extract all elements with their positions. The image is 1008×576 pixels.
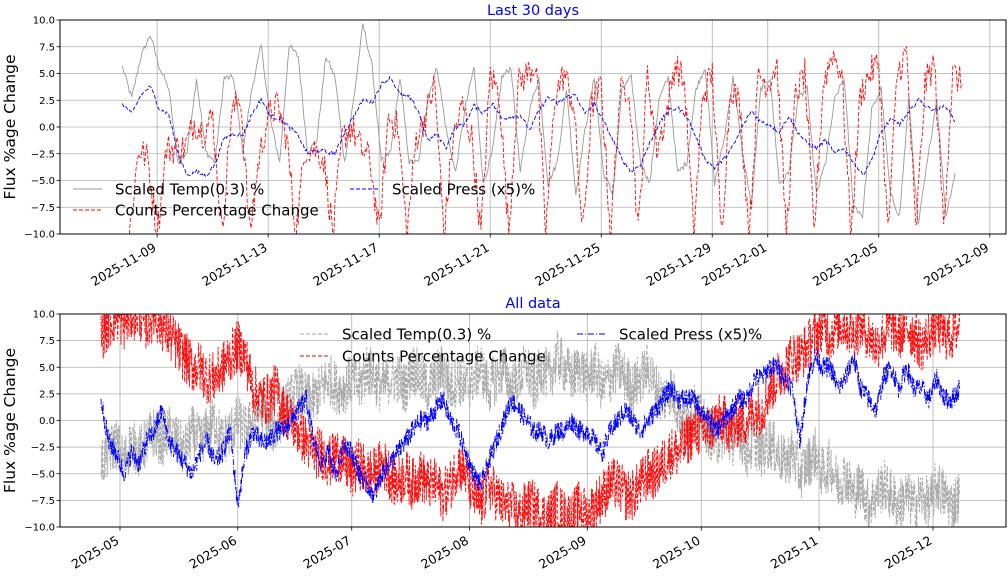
legend-item: Scaled Press (x5)% — [577, 326, 762, 344]
y-tick-label: 10.0 — [33, 310, 55, 321]
series-line-scaled-temp-0-3 — [100, 330, 961, 527]
legend: Scaled Temp(0.3) % Counts Percentage Chan… — [73, 181, 535, 220]
x-tick-label: 2025-10 — [650, 533, 703, 572]
axes-frame — [59, 19, 1007, 235]
series-line-scaled-temp-0-3 — [121, 23, 956, 225]
y-tick-label: −5.0 — [31, 469, 55, 480]
legend-label: Counts Percentage Change — [115, 202, 319, 220]
x-tick-label: 2025-12-05 — [810, 240, 880, 289]
legend-item: Scaled Press (x5)% — [350, 181, 535, 199]
x-tick-label: 2025-05 — [69, 533, 122, 572]
legend-item: Scaled Temp(0.3) % — [73, 181, 264, 199]
x-tick-label: 2025-11-21 — [421, 240, 491, 289]
x-tick-label: 2025-11-25 — [532, 240, 602, 289]
y-tick-label: 5.0 — [39, 363, 55, 374]
legend-label: Scaled Press (x5)% — [392, 181, 535, 199]
series-line-scaled-press-x5 — [121, 75, 956, 178]
x-tick-label: 2025-12 — [882, 533, 935, 572]
x-tick-label: 2025-06 — [187, 533, 240, 572]
y-tick-label: 10.0 — [33, 16, 55, 27]
x-tick-label: 2025-11-13 — [199, 240, 269, 289]
legend: Scaled Temp(0.3) % Counts Percentage Chan… — [300, 326, 762, 366]
y-tick-label: 0.0 — [39, 416, 55, 427]
legend-item: Counts Percentage Change — [73, 202, 319, 220]
x-tick-label: 2025-11-09 — [88, 240, 158, 289]
x-tick-label: 2025-12-09 — [921, 240, 991, 289]
legend-label: Counts Percentage Change — [342, 348, 546, 366]
series-group — [100, 314, 961, 527]
y-tick-label: 5.0 — [39, 69, 55, 80]
series-group — [121, 23, 963, 234]
y-tick-label: −5.0 — [31, 176, 55, 187]
y-tick-label: 0.0 — [39, 123, 55, 134]
legend-item: Counts Percentage Change — [300, 348, 546, 366]
x-tick-label: 2025-11-17 — [310, 240, 380, 289]
axes-frame — [59, 313, 1007, 528]
x-tick-label: 2025-11 — [768, 533, 821, 572]
legend-item: Scaled Temp(0.3) % — [300, 326, 491, 344]
chart-title: All data — [505, 296, 560, 312]
panel-all-data: 10.0 7.5 5.0 2.5 0.0 −2.5 −5.0 −7.5 −10.0 2025-05… — [1, 296, 1007, 572]
y-tick-label: 7.5 — [39, 42, 55, 53]
series-line-scaled-press-x5 — [100, 348, 961, 508]
y-tick-label: −2.5 — [31, 149, 55, 160]
y-tick-label: −2.5 — [31, 443, 55, 454]
x-tick-label: 2025-07 — [301, 533, 354, 572]
y-tick-label: −7.5 — [31, 496, 55, 507]
series-line-counts-percentage-change — [100, 314, 961, 527]
y-tick-label: 2.5 — [39, 389, 55, 400]
y-tick-label: −10.0 — [24, 523, 55, 534]
legend-label: Scaled Temp(0.3) % — [342, 326, 491, 344]
legend-label: Scaled Press (x5)% — [619, 326, 762, 344]
chart-title: Last 30 days — [487, 3, 579, 19]
y-axis-label: Flux %age Change — [1, 54, 19, 199]
legend-label: Scaled Temp(0.3) % — [115, 181, 264, 199]
x-tick-label: 2025-08 — [418, 533, 471, 572]
y-tick-label: −10.0 — [24, 230, 55, 241]
y-tick-label: 7.5 — [39, 336, 55, 347]
y-axis-label: Flux %age Change — [1, 348, 19, 493]
x-tick-label: 2025-09 — [536, 533, 589, 572]
series-line-counts-percentage-change — [128, 46, 963, 234]
y-tick-label: −7.5 — [31, 203, 55, 214]
panel-last-30-days: 10.0 7.5 5.0 2.5 0.0 −2.5 −5.0 −7.5 −10.0 2025-11… — [1, 3, 1007, 289]
y-tick-label: 2.5 — [39, 96, 55, 107]
